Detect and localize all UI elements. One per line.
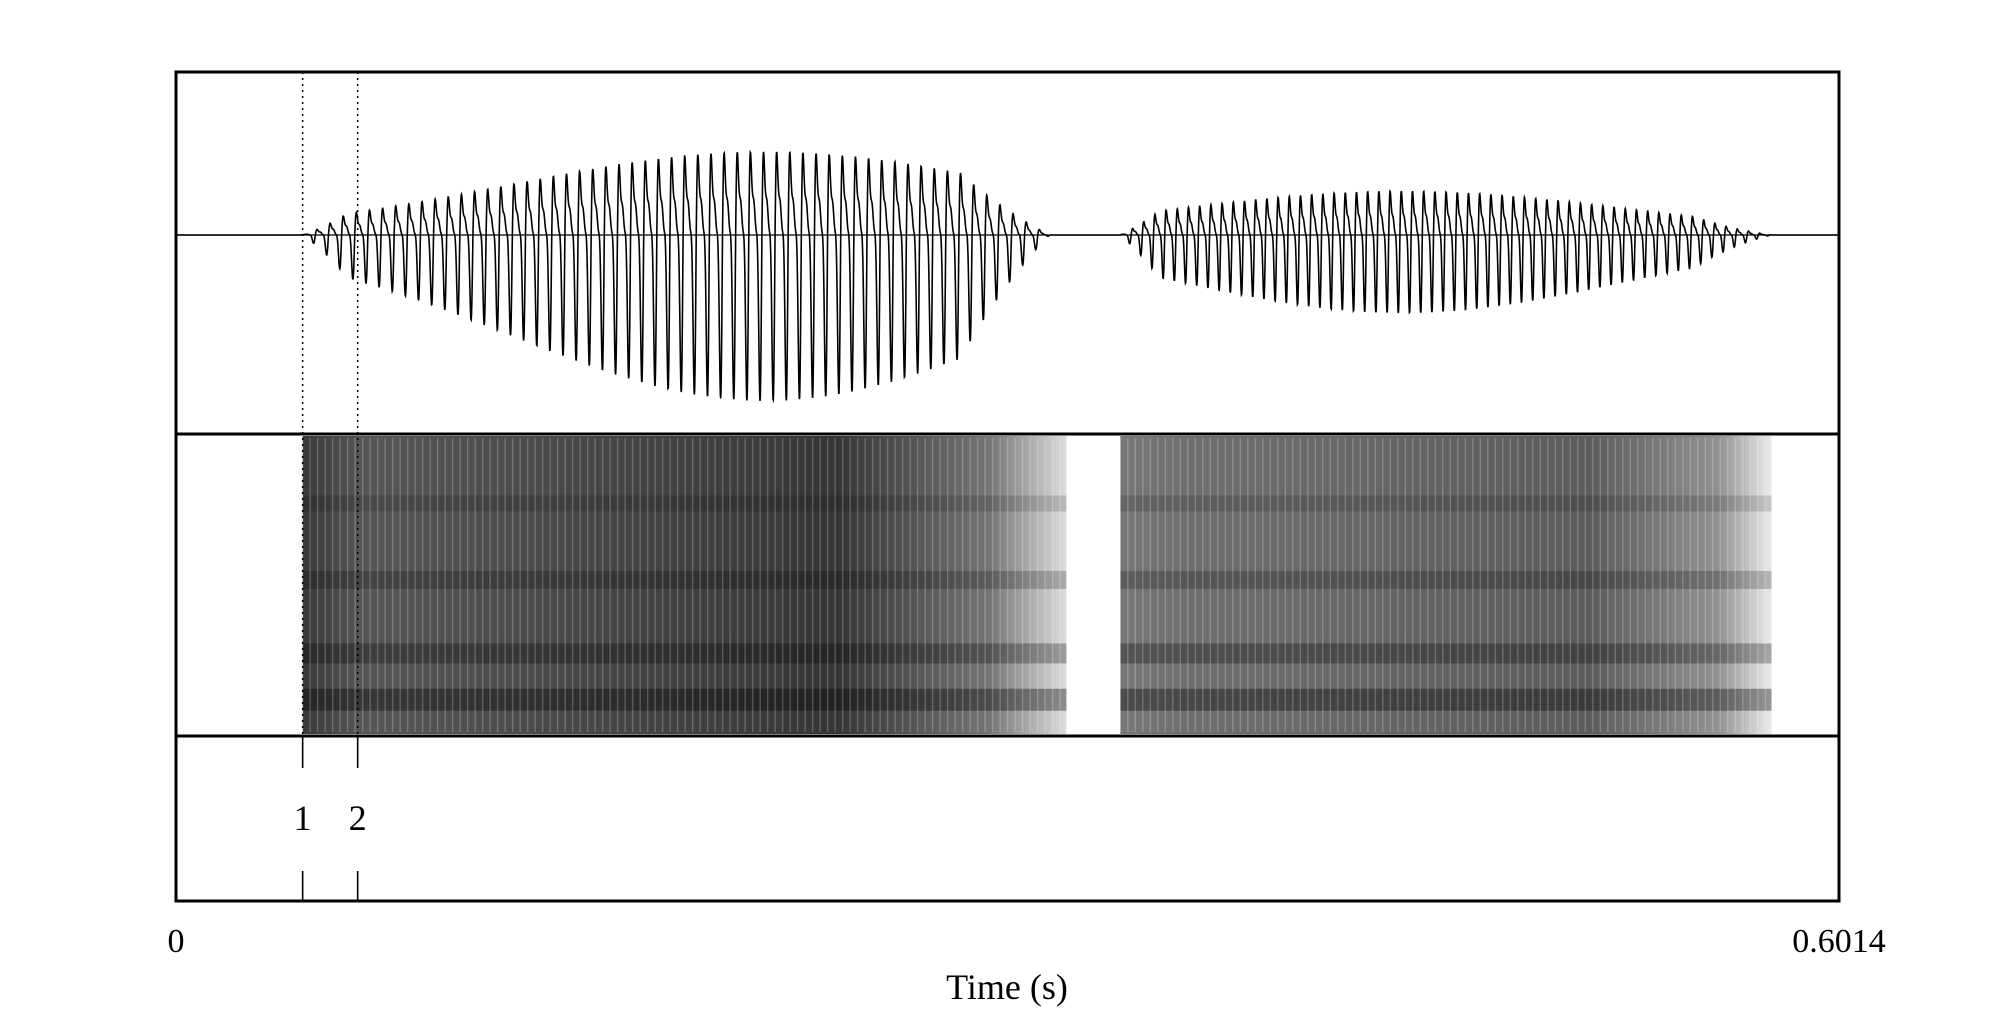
- textgrid-panel: [174, 734, 1841, 903]
- spectrogram-band-1-1: [302, 495, 1067, 512]
- x-axis-label: Time (s): [946, 967, 1068, 1007]
- spectrogram-band-1-4: [302, 688, 1067, 711]
- x-axis: 0 0.6014 Time (s): [168, 923, 1886, 1007]
- x-tick-label-end: 0.6014: [1792, 923, 1886, 960]
- spectrogram-panel: [174, 432, 1841, 738]
- spectrogram-segment-1: [302, 436, 1067, 734]
- spectrogram-band-2-3: [1120, 643, 1772, 664]
- boundary-label-2: 2: [349, 798, 367, 838]
- spectrogram-image: [301, 436, 1772, 734]
- spectrogram-band-2-1: [1120, 495, 1772, 512]
- boundary-label-1: 1: [294, 798, 312, 838]
- spectrogram-band-2-4: [1120, 688, 1772, 711]
- spectrogram-band-1-2: [302, 570, 1067, 589]
- spectrogram-band-1-3: [302, 643, 1067, 664]
- textgrid-frame: [174, 734, 1841, 903]
- spectrogram-band-2-2: [1120, 570, 1772, 589]
- waveform-trace: [176, 149, 1839, 404]
- spectrogram-segment-2: [1120, 436, 1772, 734]
- x-tick-label-start: 0: [168, 923, 185, 960]
